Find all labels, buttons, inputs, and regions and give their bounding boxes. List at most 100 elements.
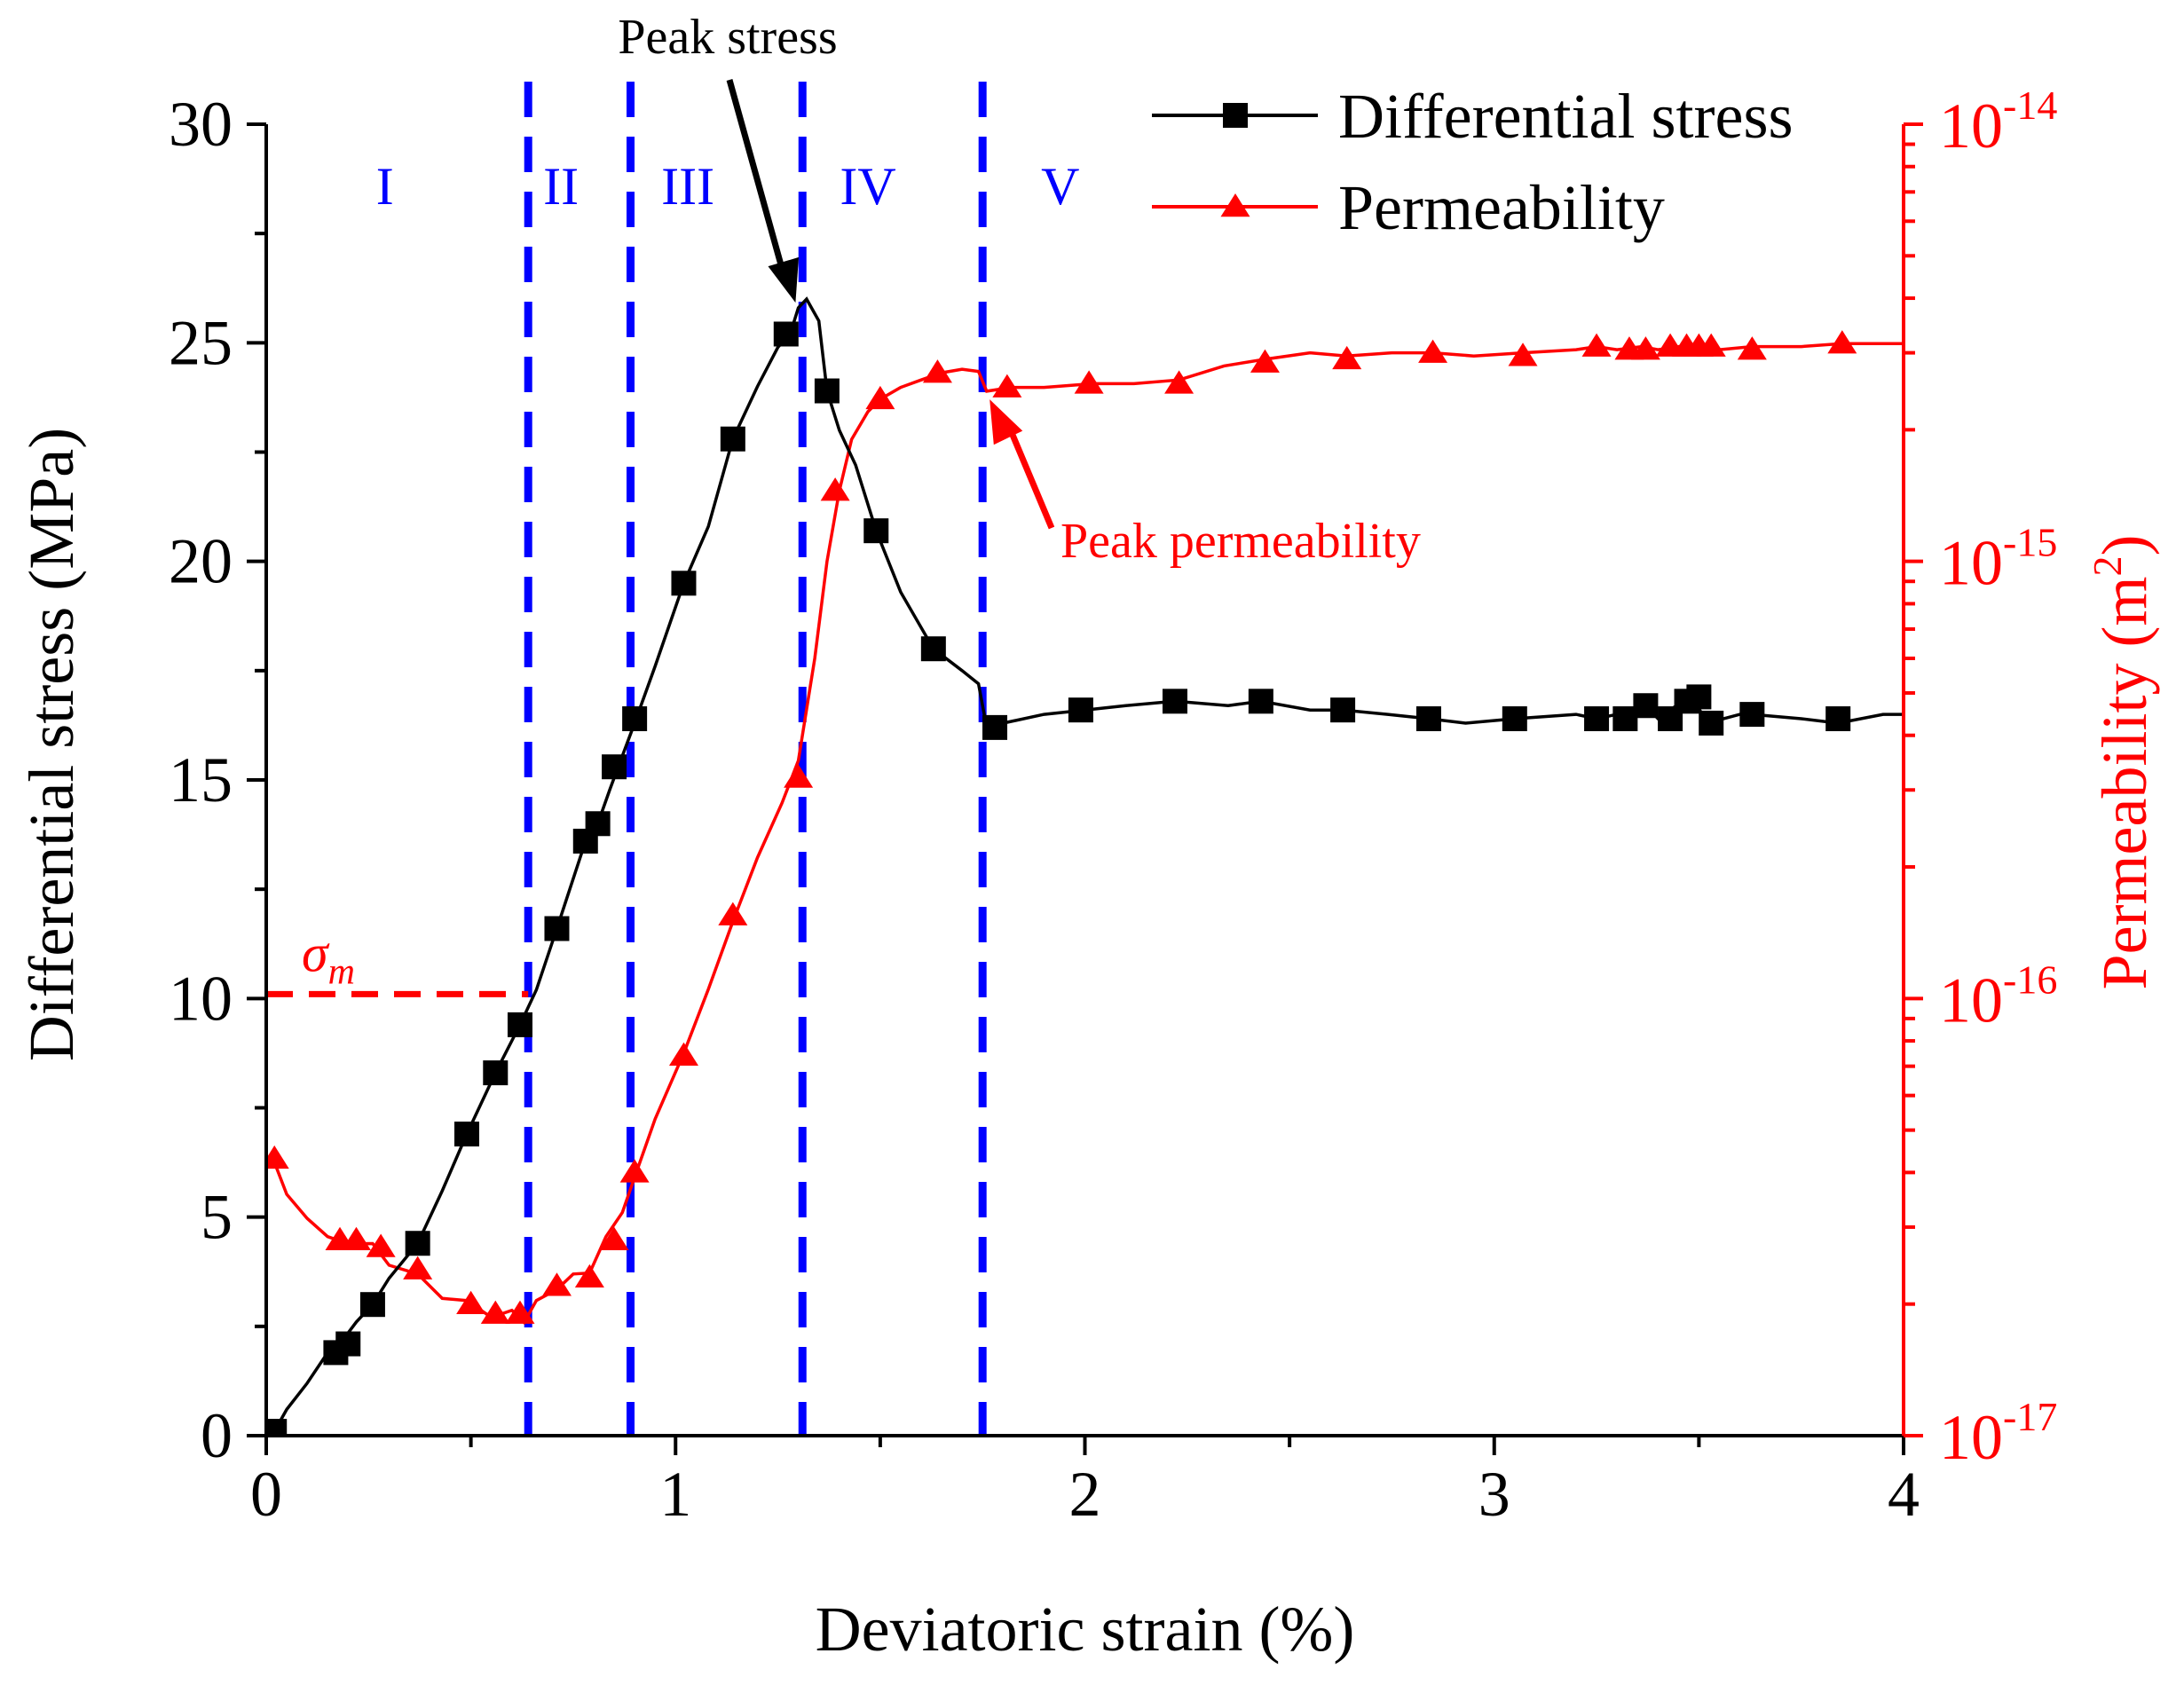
legend-item-permeability: Permeability [1152, 172, 1665, 243]
permeability-marker [456, 1290, 486, 1314]
y-tick-label: 0 [201, 1400, 233, 1471]
permeability-marker [820, 477, 850, 501]
legend: Differential stress Permeability [1152, 81, 1794, 243]
differential-stress-marker [1633, 693, 1659, 719]
peak-permeability-arrow [1004, 421, 1055, 530]
differential-stress-marker [507, 1012, 532, 1037]
legend-triangle-marker-icon [1220, 193, 1250, 217]
permeability-marker [1074, 370, 1104, 394]
x-tick-label: 2 [1069, 1459, 1101, 1530]
y2-tick-label: 10-15 [1939, 520, 2057, 599]
peak-permeability-arrowhead-icon [990, 399, 1023, 445]
differential-stress-marker [863, 518, 889, 544]
sigma-symbol: σ [302, 924, 330, 982]
permeability-marker [784, 764, 814, 788]
y-tick-label: 25 [169, 307, 233, 378]
permeability-marker [1164, 370, 1194, 394]
legend-item-differential-stress: Differential stress [1152, 81, 1794, 152]
permeability-marker [574, 1264, 604, 1288]
permeability-marker [619, 1159, 650, 1183]
legend-stress-label: Differential stress [1338, 81, 1794, 152]
y2-tick-base: 10 [1939, 91, 2003, 161]
differential-stress-marker [671, 571, 697, 596]
y-tick-label: 20 [169, 526, 233, 597]
differential-stress-marker [405, 1231, 430, 1256]
differential-stress-marker [1068, 697, 1093, 723]
peak-permeability-annotation: Peak permeability [1060, 514, 1421, 569]
permeability-marker [1250, 349, 1280, 373]
differential-stress-marker [1699, 710, 1724, 736]
axis-titles: Deviatoric strain (%) Differential stres… [16, 428, 2160, 1665]
y2-tick-exponent: -17 [2003, 1394, 2057, 1439]
permeability-marker [403, 1256, 433, 1279]
differential-stress-marker [720, 426, 745, 452]
y2-tick-label: 10-14 [1939, 83, 2057, 161]
y2-tick-exponent: -16 [2003, 957, 2057, 1002]
y-tick-label: 15 [169, 744, 233, 815]
y-axis-title: Differential stress (MPa) [16, 428, 87, 1061]
y2-tick-exponent: -15 [2003, 520, 2057, 565]
differential-stress-marker [266, 1419, 288, 1437]
peak-stress-arrowhead-icon [768, 256, 800, 303]
x-tick-label: 3 [1478, 1459, 1510, 1530]
permeability-marker [1827, 330, 1857, 354]
differential-stress-marker [1330, 697, 1356, 723]
x-axis-title: Deviatoric strain (%) [816, 1594, 1355, 1665]
permeability-marker [599, 1226, 629, 1250]
differential-stress-marker [602, 754, 627, 780]
y2-axis-title-close: ) [2089, 535, 2160, 556]
y2-axis-title-main: Permeability (m [2089, 577, 2160, 990]
differential-stress-series [266, 296, 1904, 1437]
differential-stress-marker [585, 811, 611, 837]
stage-boundary-lines [524, 82, 987, 1436]
y-tick-label: 5 [201, 1182, 233, 1253]
peak-stress-annotation: Peak stress [618, 10, 837, 65]
permeability-marker [266, 1145, 289, 1169]
y2-axis-title: Permeability (m2) [2085, 535, 2160, 990]
permeability-marker [480, 1300, 510, 1324]
permeability-marker [865, 385, 895, 410]
stage-label: V [1041, 157, 1079, 216]
legend-permeability-label: Permeability [1338, 172, 1665, 243]
stage-label: I [376, 157, 394, 216]
permeability-marker [992, 374, 1022, 398]
differential-stress-marker [814, 378, 840, 404]
peak-stress-arrow [726, 79, 786, 274]
y2-tick-label: 10-16 [1939, 957, 2057, 1035]
permeability-marker [341, 1226, 371, 1250]
stage-label: IV [840, 157, 895, 216]
permeability-marker [1508, 343, 1538, 366]
permeability-marker [718, 902, 748, 925]
permeability-marker [1737, 336, 1767, 360]
differential-stress-marker [920, 636, 946, 662]
x-tick-label: 1 [659, 1459, 691, 1530]
y2-tick-base: 10 [1939, 528, 2003, 599]
differential-stress-marker [982, 714, 1008, 740]
permeability-marker [1418, 339, 1448, 363]
differential-stress-marker [544, 916, 570, 941]
differential-stress-marker [483, 1060, 509, 1086]
permeability-marker [505, 1300, 535, 1324]
y-tick-label: 10 [169, 963, 233, 1034]
permeability-marker [541, 1272, 572, 1296]
y-tick-label: 30 [169, 89, 233, 160]
y2-tick-base: 10 [1939, 1402, 2003, 1473]
differential-stress-marker [1739, 702, 1765, 728]
sigma-subscript: m [328, 951, 355, 992]
permeability-series [266, 330, 1904, 1326]
permeability-marker [1332, 345, 1362, 370]
x-tick-label: 4 [1888, 1459, 1920, 1530]
differential-stress-marker [1162, 689, 1187, 714]
y2-tick-base: 10 [1939, 965, 2003, 1035]
permeability-marker [1696, 333, 1726, 357]
annotations: Peak stress Peak permeability σm [302, 10, 1421, 992]
permeability-marker [1630, 336, 1660, 360]
differential-stress-marker [1248, 689, 1273, 714]
legend-square-marker-icon [1223, 103, 1248, 128]
stage-label: III [661, 157, 714, 216]
differential-stress-marker [1584, 706, 1610, 732]
differential-stress-marker [1415, 706, 1441, 732]
